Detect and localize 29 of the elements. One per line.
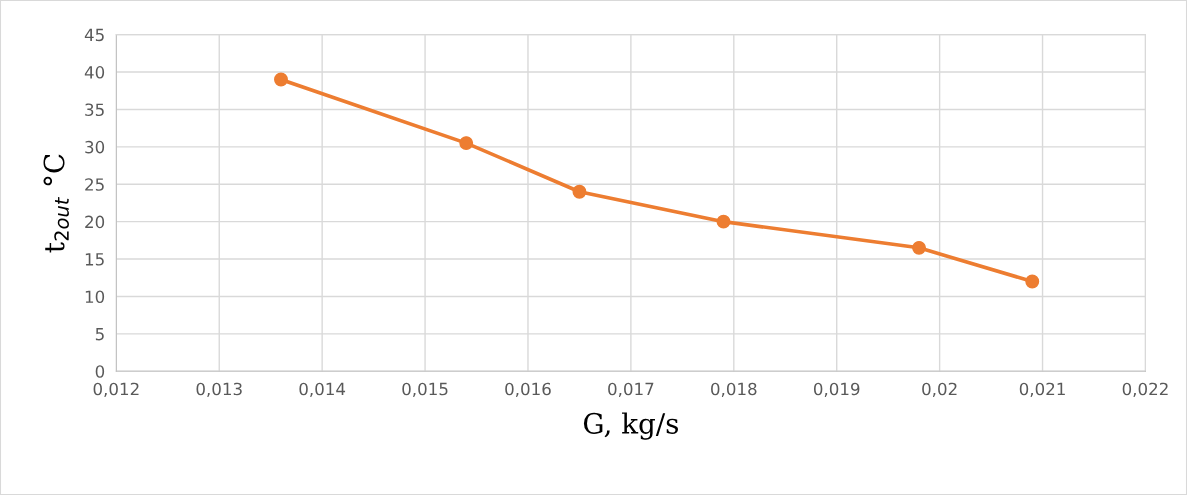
point bbox=[274, 72, 288, 87]
x-tick-label: 0,017 bbox=[608, 382, 654, 397]
x-tick-label: 0,013 bbox=[196, 382, 242, 397]
x-tick-label: 0,015 bbox=[402, 382, 448, 397]
y-tick-label: 10 bbox=[85, 290, 105, 304]
point bbox=[716, 214, 731, 229]
x-axis-title: G, kg/s bbox=[583, 412, 678, 440]
y-tick-label: 15 bbox=[85, 253, 104, 266]
y-tick-label: 5 bbox=[95, 328, 104, 341]
x-tick-label: 0,02 bbox=[922, 382, 957, 397]
x-tick-label: 0,016 bbox=[505, 382, 551, 397]
point bbox=[572, 184, 587, 199]
y-axis-title: t$_{2out}$ °C bbox=[43, 154, 69, 253]
point bbox=[912, 240, 926, 255]
y-tick-label: 40 bbox=[84, 66, 105, 79]
x-tick-label: 0,014 bbox=[299, 382, 346, 397]
y-tick-label: 45 bbox=[84, 28, 104, 42]
x-tick-label: 0,012 bbox=[93, 382, 139, 397]
y-tick-label: 0 bbox=[95, 365, 105, 378]
x-tick-label: 0,021 bbox=[1019, 382, 1065, 397]
x-tick-label: 0,022 bbox=[1122, 382, 1168, 397]
point bbox=[1025, 274, 1040, 289]
x-tick-label: 0,018 bbox=[711, 382, 757, 397]
x-tick-label: 0,019 bbox=[813, 382, 860, 397]
y-tick-label: 35 bbox=[85, 103, 104, 117]
y-tick-label: 25 bbox=[85, 178, 104, 191]
point bbox=[459, 136, 474, 151]
y-tick-label: 20 bbox=[85, 215, 105, 229]
y-tick-label: 30 bbox=[85, 140, 105, 154]
